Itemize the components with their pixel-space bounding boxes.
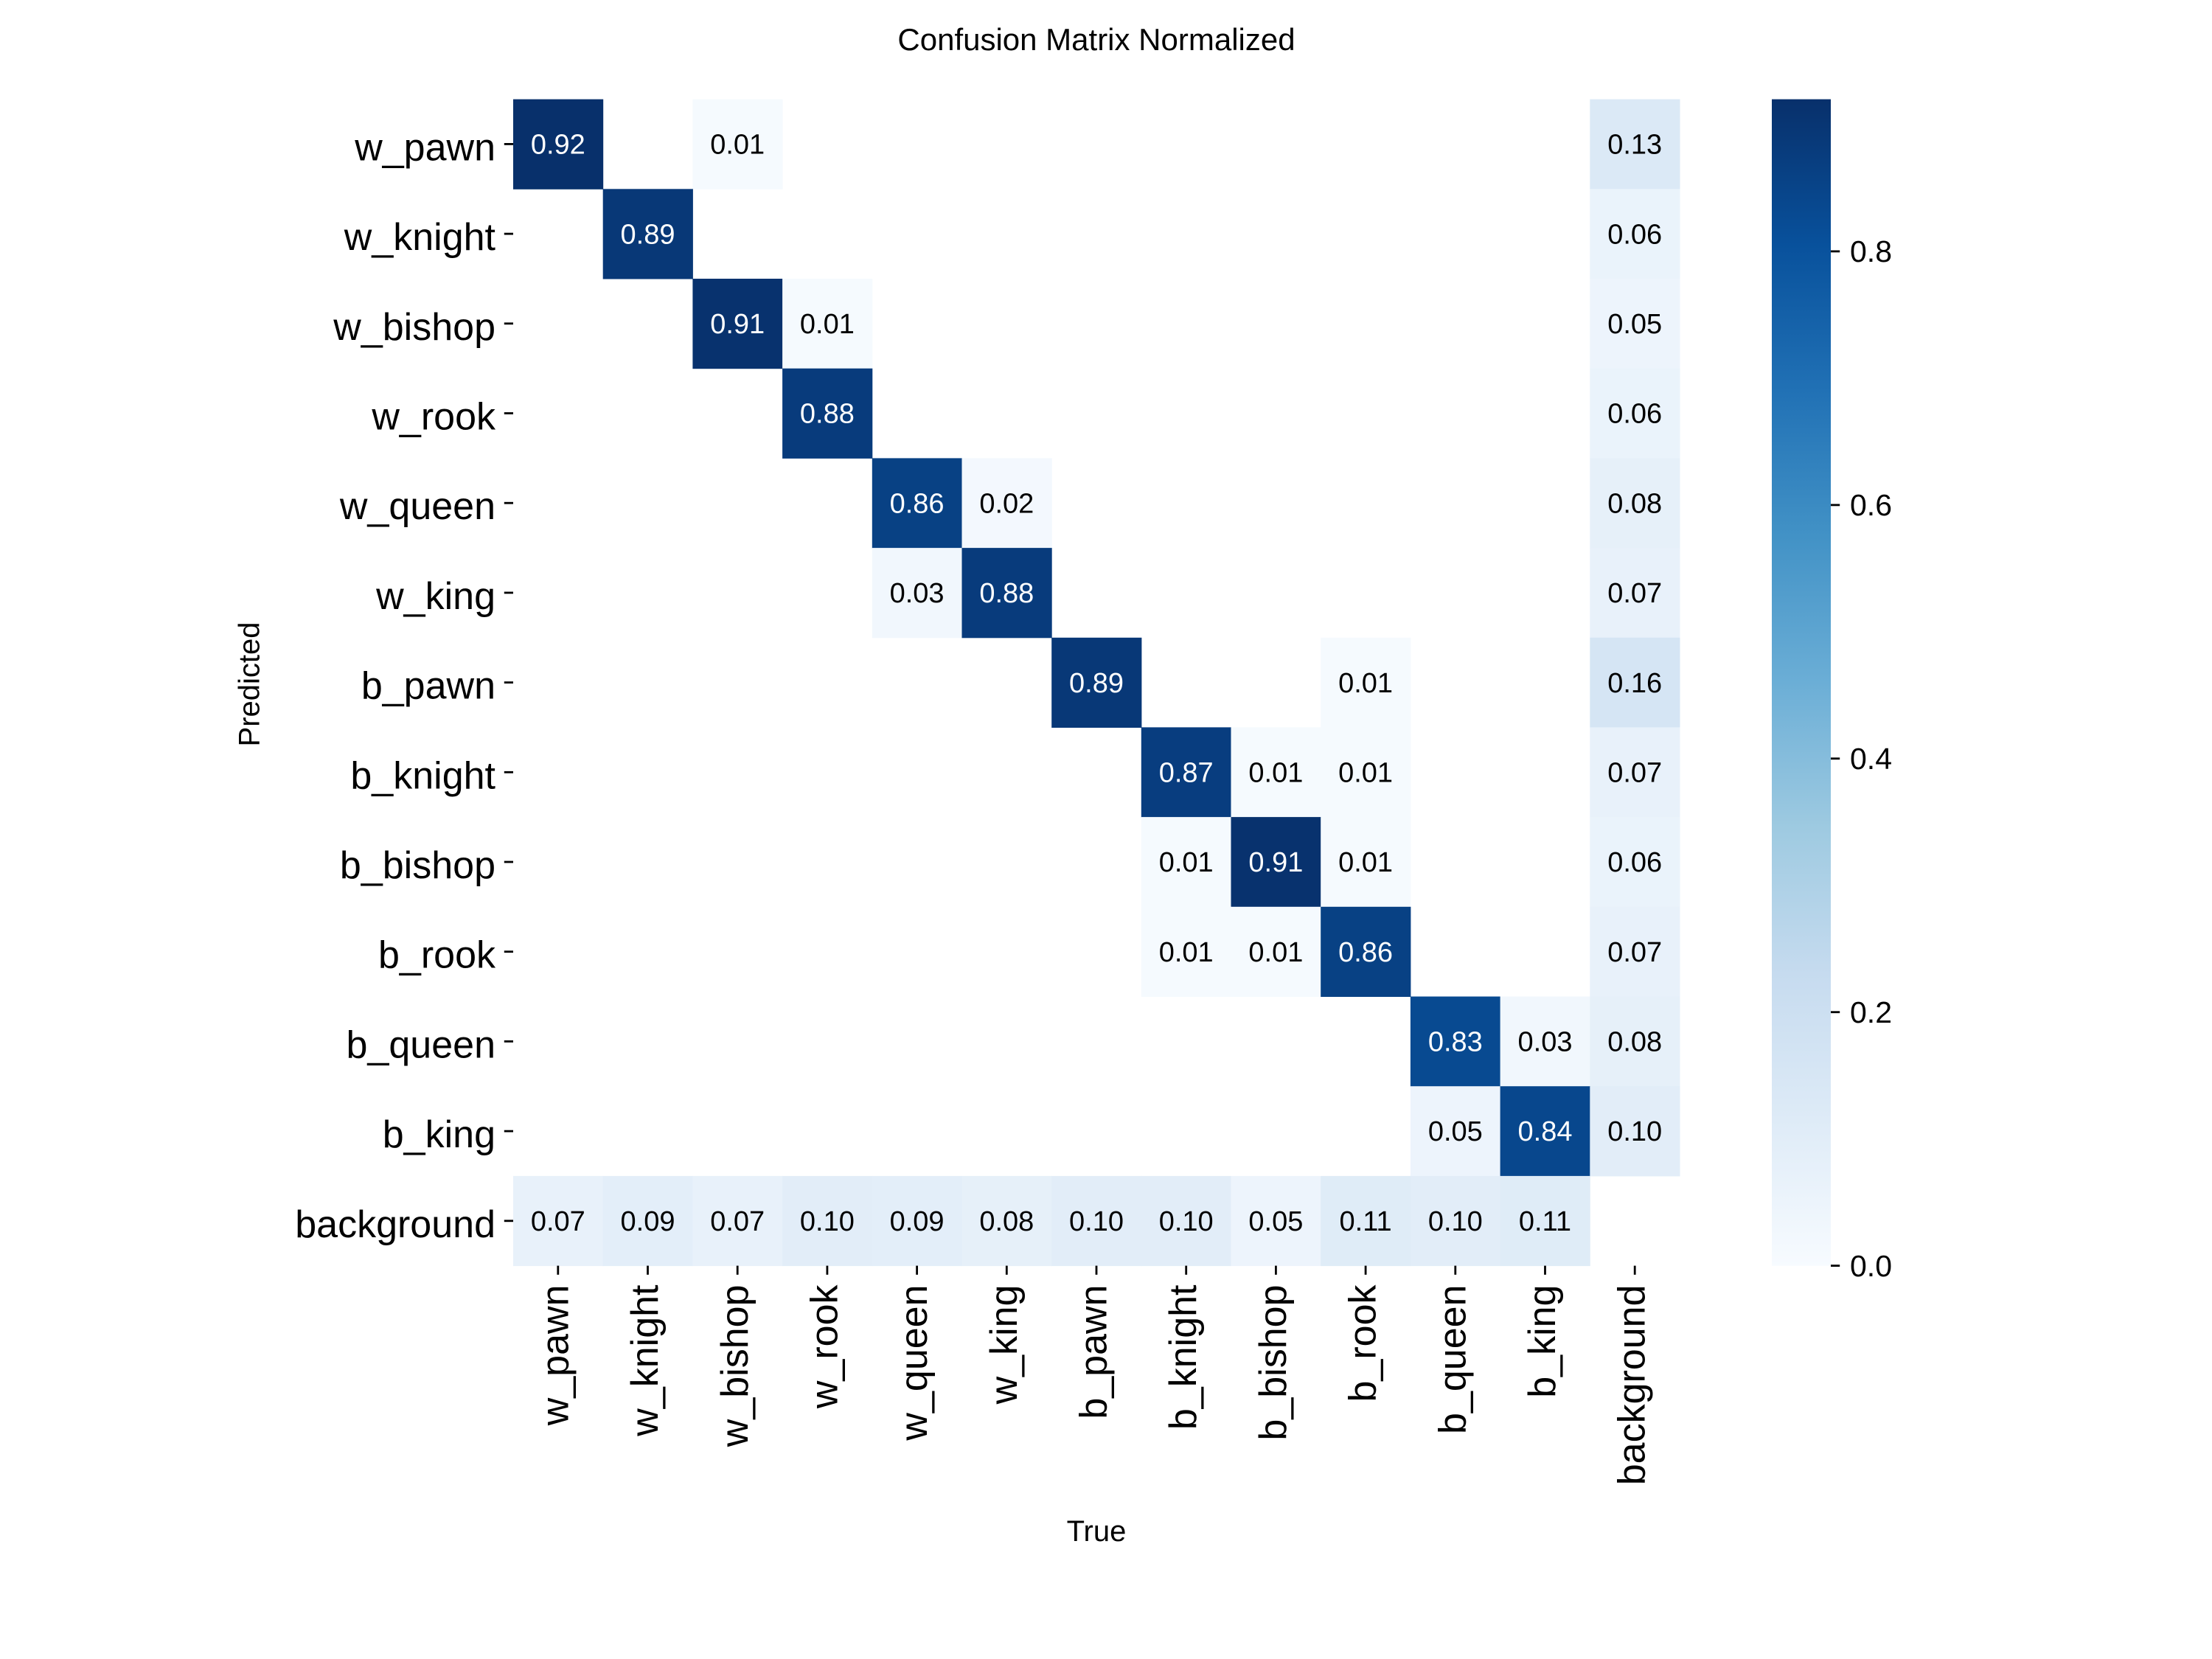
svg-text:w_bishop: w_bishop [333,306,495,349]
svg-text:w_rook: w_rook [803,1284,846,1410]
svg-text:0.07: 0.07 [1607,937,1662,968]
svg-text:0.10: 0.10 [1159,1206,1214,1237]
svg-text:0.6: 0.6 [1850,488,1892,522]
svg-text:b_pawn: b_pawn [1073,1285,1116,1419]
svg-text:0.01: 0.01 [1248,758,1303,789]
svg-text:w_pawn: w_pawn [534,1285,577,1427]
svg-text:0.87: 0.87 [1159,758,1214,789]
svg-text:0.86: 0.86 [890,488,945,519]
svg-text:0.08: 0.08 [1607,488,1662,519]
svg-text:0.88: 0.88 [979,578,1034,609]
svg-text:0.01: 0.01 [1338,847,1393,878]
svg-text:background: background [1611,1285,1654,1486]
svg-text:b_pawn: b_pawn [361,665,495,708]
svg-text:0.02: 0.02 [979,488,1034,519]
svg-text:0.01: 0.01 [1248,937,1303,968]
svg-text:b_knight: b_knight [1162,1284,1205,1430]
svg-text:0.83: 0.83 [1428,1027,1483,1058]
svg-text:b_bishop: b_bishop [1252,1285,1295,1441]
svg-text:w_bishop: w_bishop [714,1285,757,1448]
svg-text:0.0: 0.0 [1850,1249,1892,1283]
svg-text:b_queen: b_queen [347,1023,495,1066]
svg-text:0.01: 0.01 [1159,847,1214,878]
svg-text:0.03: 0.03 [890,578,945,609]
svg-text:0.01: 0.01 [1338,758,1393,789]
svg-text:0.13: 0.13 [1607,130,1662,161]
svg-text:w_pawn: w_pawn [354,127,495,170]
svg-text:0.01: 0.01 [1338,668,1393,699]
svg-text:background: background [295,1203,495,1246]
svg-text:0.91: 0.91 [710,309,765,340]
svg-text:0.10: 0.10 [1428,1206,1483,1237]
svg-text:0.07: 0.07 [1607,758,1662,789]
svg-text:0.11: 0.11 [1340,1206,1392,1237]
svg-text:w_king: w_king [983,1285,1026,1405]
svg-text:0.06: 0.06 [1607,847,1662,878]
svg-text:0.09: 0.09 [621,1206,675,1237]
svg-text:True: True [1067,1515,1127,1548]
svg-text:0.07: 0.07 [531,1206,585,1237]
svg-text:0.10: 0.10 [1607,1116,1662,1147]
svg-text:0.07: 0.07 [710,1206,765,1237]
svg-text:0.2: 0.2 [1850,995,1892,1029]
svg-text:0.89: 0.89 [1069,668,1124,699]
svg-text:0.07: 0.07 [1607,578,1662,609]
svg-text:0.08: 0.08 [1607,1027,1662,1058]
svg-text:0.09: 0.09 [890,1206,945,1237]
svg-text:w_rook: w_rook [371,396,496,439]
svg-text:b_rook: b_rook [378,934,496,977]
svg-text:0.84: 0.84 [1518,1116,1573,1147]
svg-text:0.01: 0.01 [800,309,855,340]
svg-text:0.86: 0.86 [1338,937,1393,968]
svg-text:w_knight: w_knight [344,216,496,259]
svg-text:0.4: 0.4 [1850,742,1892,776]
svg-text:0.05: 0.05 [1428,1116,1483,1147]
svg-text:b_rook: b_rook [1342,1284,1385,1402]
svg-text:0.01: 0.01 [1159,937,1214,968]
svg-text:0.01: 0.01 [710,130,765,161]
svg-text:w_knight: w_knight [624,1284,667,1437]
svg-text:Confusion Matrix Normalized: Confusion Matrix Normalized [897,22,1295,57]
svg-text:0.06: 0.06 [1607,399,1662,430]
svg-text:0.08: 0.08 [979,1206,1034,1237]
svg-text:0.03: 0.03 [1518,1027,1573,1058]
svg-text:0.89: 0.89 [621,219,675,250]
svg-text:0.11: 0.11 [1519,1206,1571,1237]
svg-text:0.91: 0.91 [1248,847,1303,878]
svg-text:0.06: 0.06 [1607,219,1662,250]
svg-text:b_bishop: b_bishop [340,844,495,887]
svg-text:b_queen: b_queen [1431,1285,1474,1434]
svg-text:0.16: 0.16 [1607,668,1662,699]
svg-text:w_queen: w_queen [893,1285,936,1441]
svg-text:0.88: 0.88 [800,399,855,430]
svg-text:0.10: 0.10 [800,1206,855,1237]
svg-text:w_queen: w_queen [339,485,495,528]
svg-text:Predicted: Predicted [234,622,266,747]
svg-text:0.10: 0.10 [1069,1206,1124,1237]
svg-text:0.05: 0.05 [1607,309,1662,340]
svg-text:b_king: b_king [1521,1285,1564,1398]
svg-text:b_knight: b_knight [350,754,495,797]
svg-text:b_king: b_king [383,1113,495,1156]
svg-text:0.8: 0.8 [1850,234,1892,268]
svg-text:0.05: 0.05 [1248,1206,1303,1237]
svg-text:0.92: 0.92 [531,130,585,161]
svg-text:w_king: w_king [375,575,495,618]
